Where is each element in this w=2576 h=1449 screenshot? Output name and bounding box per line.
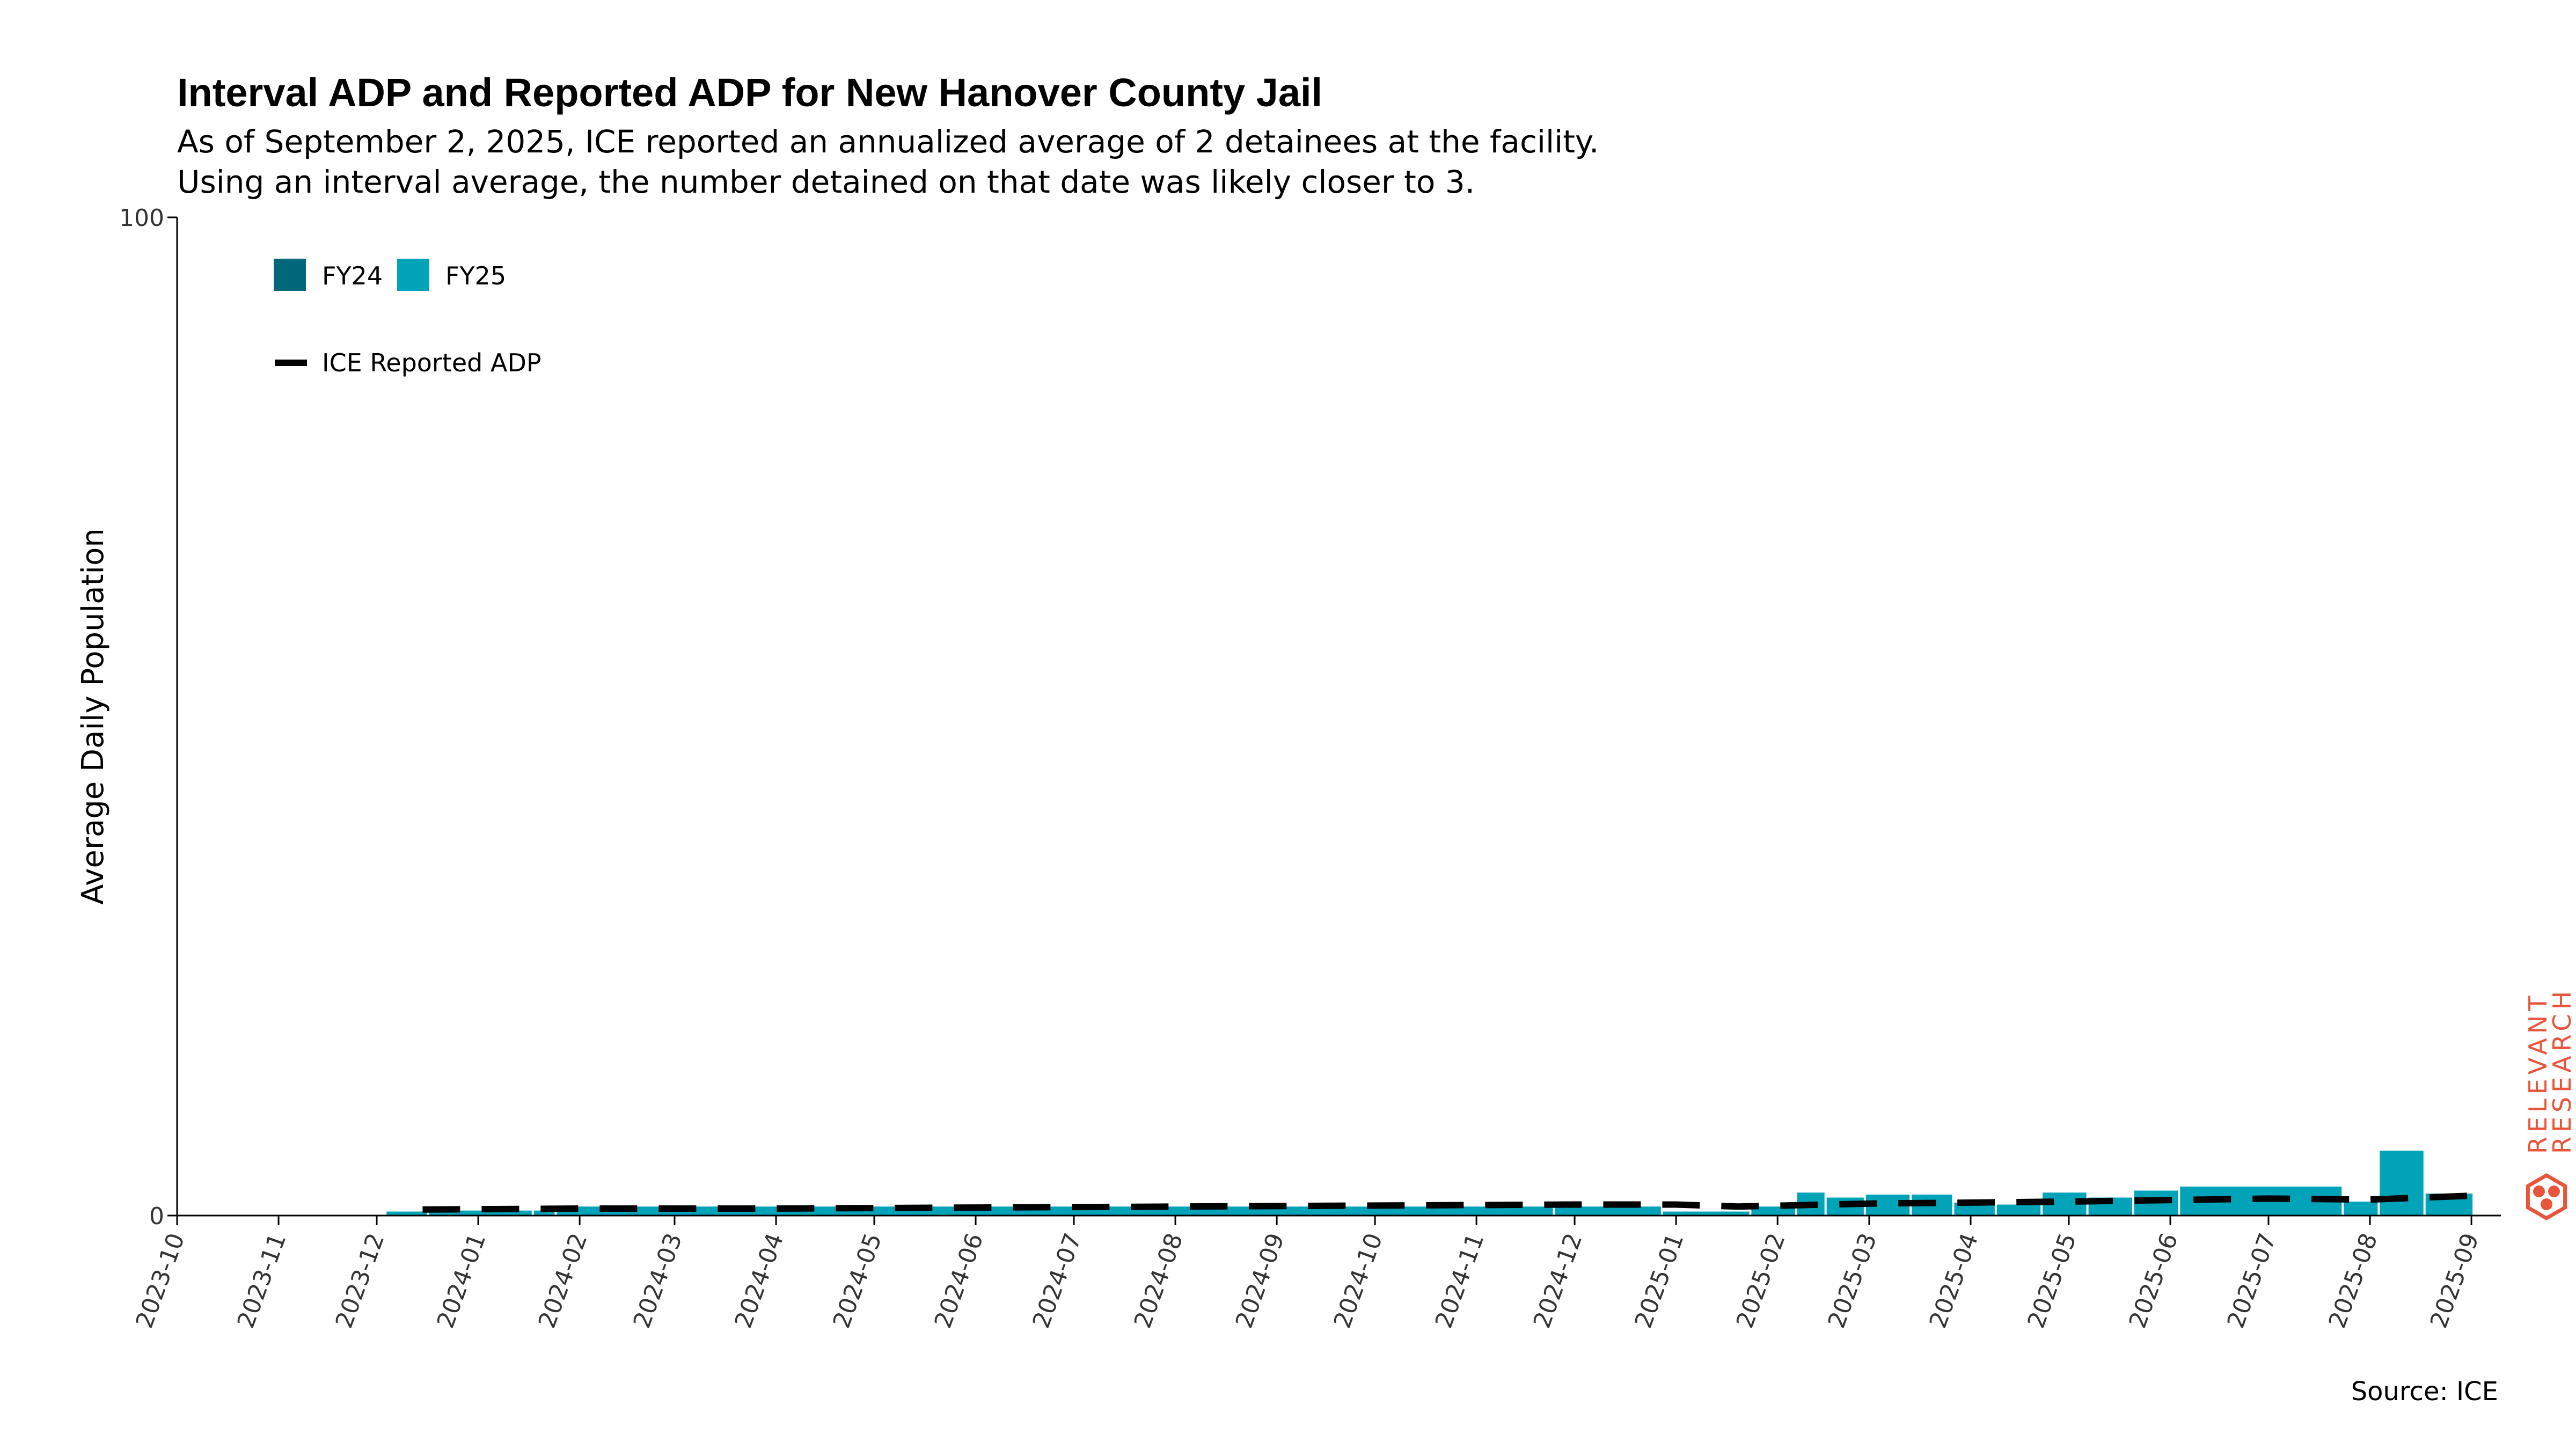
- x-tick-label-2024-01: 2024-01: [432, 1230, 492, 1331]
- legend-label-reported-adp: ICE Reported ADP: [322, 348, 541, 377]
- x-tick-label-2024-10: 2024-10: [1329, 1230, 1388, 1331]
- logo-hexagon-icon: [2526, 1173, 2567, 1221]
- x-tick-label-2025-01: 2025-01: [1630, 1230, 1689, 1331]
- x-tick-label-2024-02: 2024-02: [533, 1230, 593, 1331]
- x-tick-label-2023-11: 2023-11: [232, 1230, 292, 1331]
- x-tick-label-2023-12: 2023-12: [331, 1230, 390, 1331]
- x-tick-label-2025-08: 2025-08: [2324, 1230, 2383, 1331]
- x-tick-label-2025-03: 2025-03: [1823, 1230, 1883, 1331]
- legend-label-fy25: FY25: [445, 261, 506, 290]
- logo-dot-1: [2548, 1185, 2560, 1197]
- chart-subtitle-line-1: As of September 2, 2025, ICE reported an…: [177, 123, 1599, 160]
- bar-fy25-6: [1751, 1206, 1795, 1216]
- ice-reported-adp-line: [422, 1192, 2475, 1213]
- x-tick-label-2024-09: 2024-09: [1231, 1230, 1290, 1331]
- x-tick-label-2025-05: 2025-05: [2023, 1230, 2082, 1331]
- bar-fy25-1: [429, 1210, 532, 1216]
- source-note: Source: ICE: [2351, 1377, 2498, 1407]
- bar-fy25-12: [1996, 1204, 2041, 1216]
- legend-swatch-fy25: [397, 259, 429, 291]
- chart-subtitle-line-2: Using an interval average, the number de…: [177, 164, 1475, 200]
- x-tick-label-2024-06: 2024-06: [930, 1230, 989, 1331]
- x-tick-label-2024-03: 2024-03: [628, 1230, 688, 1331]
- x-tick-label-2025-04: 2025-04: [1924, 1230, 1984, 1331]
- bar-fy25-0: [386, 1211, 427, 1216]
- x-tick-label-2025-09: 2025-09: [2425, 1230, 2485, 1331]
- bar-fy25-2: [533, 1210, 555, 1216]
- x-tick-label-2024-11: 2024-11: [1430, 1230, 1490, 1331]
- legend-label-fy24: FY24: [322, 261, 383, 290]
- bar-fy25-17: [2344, 1201, 2378, 1216]
- legend-swatch-fy24: [274, 259, 306, 291]
- logo-wordmark-line-2: RESEARCH: [2548, 987, 2576, 1154]
- logo-dot-0: [2533, 1185, 2545, 1197]
- bar-fy25-18: [2380, 1151, 2424, 1216]
- bar-fy25-4: [1555, 1206, 1661, 1216]
- y-axis-label: Average Daily Population: [76, 528, 111, 904]
- x-tick-label-2024-12: 2024-12: [1528, 1230, 1588, 1331]
- x-tick-label-2024-05: 2024-05: [828, 1230, 888, 1331]
- x-tick-label-2024-08: 2024-08: [1129, 1230, 1189, 1331]
- logo-dot-2: [2541, 1198, 2552, 1210]
- x-tick-label-2024-07: 2024-07: [1028, 1230, 1087, 1331]
- x-tick-label-2023-10: 2023-10: [131, 1230, 191, 1331]
- x-tick-label-2024-04: 2024-04: [730, 1230, 789, 1331]
- x-tick-label-2025-07: 2025-07: [2222, 1230, 2282, 1331]
- logo-wordmark-line-1: RELEVANT: [2523, 992, 2552, 1154]
- y-tick-label-0: 0: [149, 1203, 164, 1230]
- x-tick-label-2025-06: 2025-06: [2124, 1230, 2184, 1331]
- bar-fy25-5: [1663, 1211, 1750, 1216]
- y-tick-label-100: 100: [119, 204, 164, 232]
- chart-title: Interval ADP and Reported ADP for New Ha…: [177, 70, 1323, 115]
- x-tick-label-2025-02: 2025-02: [1731, 1230, 1791, 1331]
